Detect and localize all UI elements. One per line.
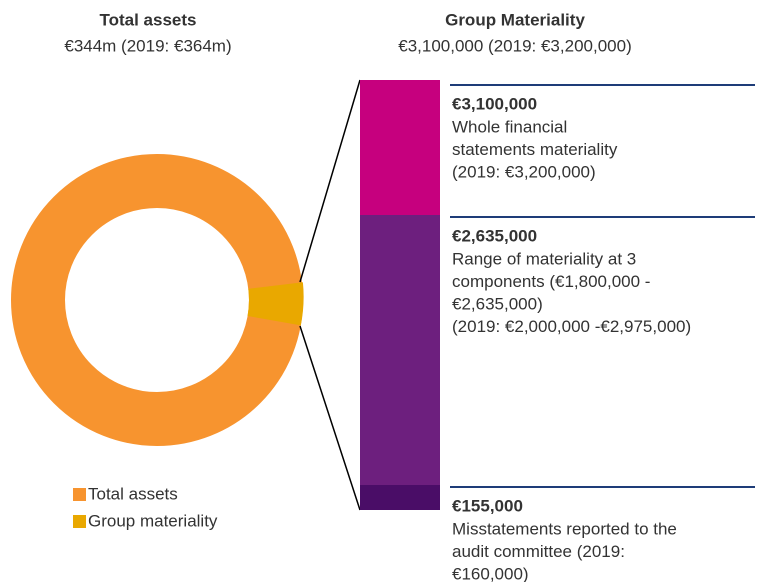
- right-title: Group Materiality: [445, 10, 585, 29]
- block-amount: €3,100,000: [452, 94, 537, 113]
- block-line: (2019: €2,000,000 -€2,975,000): [452, 317, 691, 336]
- legend-label: Total assets: [88, 484, 178, 503]
- block-line: €2,635,000): [452, 294, 543, 313]
- block-line: Misstatements reported to the: [452, 519, 677, 538]
- connector: [299, 325, 361, 511]
- legend-swatch: [73, 515, 86, 528]
- bar-segment: [360, 80, 440, 215]
- block-line: (2019: €3,200,000): [452, 162, 596, 181]
- block-line: audit committee (2019:: [452, 542, 625, 561]
- legend-swatch: [73, 488, 86, 501]
- right-subtitle: €3,100,000 (2019: €3,200,000): [398, 36, 631, 55]
- left-title: Total assets: [99, 10, 196, 29]
- bar-segment: [360, 215, 440, 485]
- block-line: statements materiality: [452, 140, 618, 159]
- donut-ring: [11, 154, 303, 446]
- block-line: components (€1,800,000 -: [452, 272, 650, 291]
- left-subtitle: €344m (2019: €364m): [64, 36, 231, 55]
- connector: [299, 79, 361, 283]
- block-line: €160,000): [452, 564, 529, 582]
- legend-label: Group materiality: [88, 511, 218, 530]
- block-amount: €155,000: [452, 496, 523, 515]
- donut-slice: [247, 282, 304, 326]
- block-line: Range of materiality at 3: [452, 249, 636, 268]
- block-amount: €2,635,000: [452, 226, 537, 245]
- block-line: Whole financial: [452, 117, 567, 136]
- bar-segment: [360, 485, 440, 510]
